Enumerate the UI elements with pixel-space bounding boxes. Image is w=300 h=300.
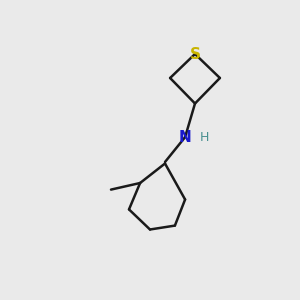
Text: N: N — [179, 130, 191, 145]
Text: H: H — [200, 130, 210, 144]
Text: S: S — [190, 46, 200, 62]
